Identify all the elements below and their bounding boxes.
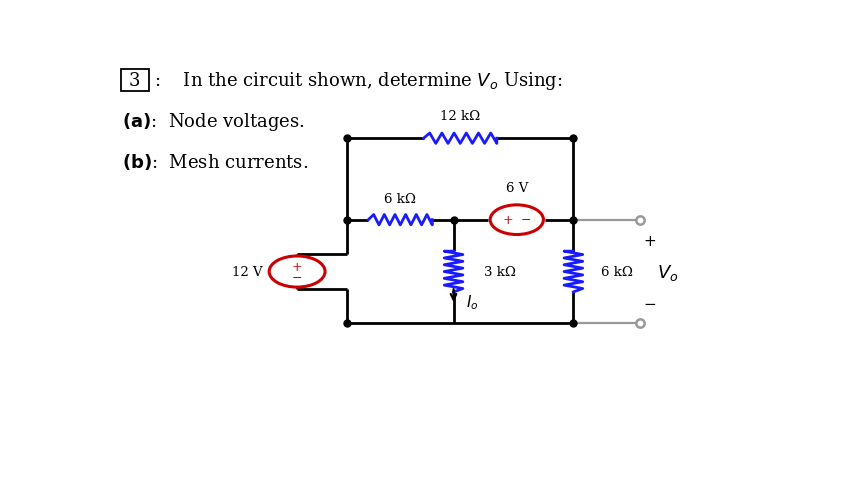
Text: 6 kΩ: 6 kΩ [384, 192, 417, 205]
Text: 12 kΩ: 12 kΩ [440, 109, 480, 122]
Text: 12 V: 12 V [232, 265, 263, 278]
Text: $\mathbf{(b)}$:  Mesh currents.: $\mathbf{(b)}$: Mesh currents. [122, 152, 308, 172]
Text: 3: 3 [129, 72, 140, 90]
Text: +: + [292, 260, 302, 273]
Text: :    In the circuit shown, determine $V_o$ Using:: : In the circuit shown, determine $V_o$ … [154, 70, 563, 92]
Text: 6 V: 6 V [506, 181, 528, 194]
Text: $I_o$: $I_o$ [466, 292, 478, 311]
Text: 6 kΩ: 6 kΩ [601, 265, 633, 278]
Text: −: − [521, 214, 532, 227]
FancyBboxPatch shape [120, 70, 149, 92]
Text: $V_o$: $V_o$ [656, 262, 678, 282]
Text: +: + [643, 233, 656, 248]
Text: +: + [503, 214, 513, 227]
Text: −: − [643, 296, 656, 311]
Text: $\mathbf{(a)}$:  Node voltages.: $\mathbf{(a)}$: Node voltages. [122, 111, 305, 133]
Text: −: − [292, 271, 302, 284]
Text: 3 kΩ: 3 kΩ [484, 265, 515, 278]
